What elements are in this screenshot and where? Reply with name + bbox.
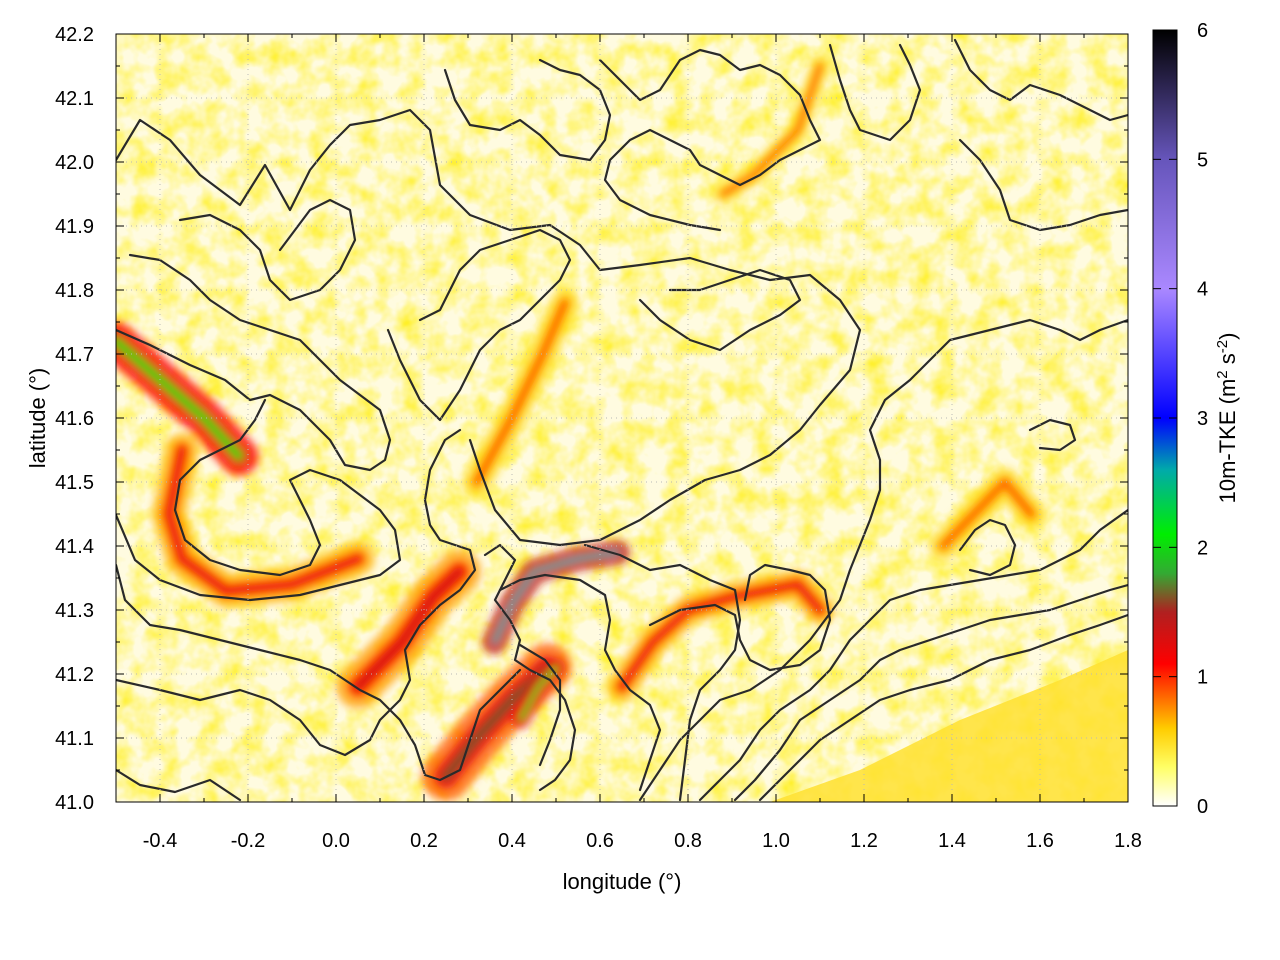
tke-feature-core	[353, 567, 464, 692]
y-axis-ticks: 41.0 41.1 41.2 41.3 41.4 41.5 41.6 41.7 41.8 41.9…	[55, 24, 1128, 814]
colorbar-label-base: 10m-TKE (m	[1215, 379, 1240, 504]
contour-line	[116, 398, 402, 602]
y-tick-label: 42.0	[55, 152, 94, 174]
x-tick-label: 1.4	[938, 830, 966, 852]
contour-line	[583, 543, 742, 802]
contour-line	[498, 573, 662, 792]
y-tick-label: 41.1	[55, 728, 94, 750]
x-tick-label: -0.2	[231, 830, 265, 852]
colorbar-tick-label: 0	[1197, 796, 1208, 818]
contour-line	[648, 563, 832, 672]
tke-feature-core	[165, 446, 362, 595]
terrain-contours	[116, 38, 1128, 802]
contour-line	[638, 268, 802, 352]
colorbar-label-end: )	[1215, 333, 1240, 340]
colorbar-tick-label: 2	[1197, 537, 1208, 559]
contour-line	[483, 543, 577, 792]
contour-line	[638, 318, 1128, 802]
contour-line	[443, 58, 612, 162]
colorbar-label-exp1: 2	[1214, 370, 1231, 378]
contour-line	[116, 768, 242, 802]
x-tick-label: 0.8	[674, 830, 702, 852]
y-tick-label: 41.0	[55, 792, 94, 814]
x-tick-label: 0.4	[498, 830, 526, 852]
x-tick-label: 0.2	[410, 830, 438, 852]
tke-feature-core	[473, 299, 568, 485]
colorbar-label-mid: s	[1215, 353, 1240, 370]
tke-feature-core	[116, 337, 244, 461]
x-tick-label: 1.6	[1026, 830, 1054, 852]
contour-line	[828, 43, 922, 142]
contour-line	[116, 563, 522, 782]
x-axis-ticks: -0.4 -0.2 0.0 0.2 0.4 0.6 0.8 1.0 1.2 1.4 1.6 1.8	[115, 34, 1142, 852]
x-tick-label: -0.4	[143, 830, 177, 852]
y-tick-label: 41.7	[55, 344, 94, 366]
contour-line	[386, 228, 572, 422]
y-axis-label: latitude (°)	[25, 368, 50, 469]
colorbar-label: 10m-TKE (m2 s-2)	[1214, 333, 1240, 504]
colorbar-tick-label: 1	[1197, 667, 1208, 689]
x-tick-label: 0.0	[322, 830, 350, 852]
tke-feature-core	[518, 665, 558, 721]
contour-line	[698, 508, 1128, 802]
x-tick-label: 1.2	[850, 830, 878, 852]
y-tick-label: 42.1	[55, 88, 94, 110]
colorbar-tick-label: 5	[1197, 149, 1208, 171]
contour-line	[116, 253, 392, 472]
contour-line	[116, 108, 862, 547]
colorbar-tick-label: 6	[1197, 20, 1208, 42]
y-tick-label: 41.3	[55, 600, 94, 622]
colorbar-tick-label: 3	[1197, 408, 1208, 430]
colorbar-label-exp2: -2	[1214, 340, 1231, 353]
colorbar-tick-label: 4	[1197, 279, 1208, 301]
y-tick-label: 41.4	[55, 536, 94, 558]
tke-feature-core	[940, 479, 1035, 549]
contour-line	[178, 198, 357, 302]
contour-line	[953, 38, 1128, 122]
contour-line	[733, 583, 1128, 802]
contour-line	[598, 48, 822, 232]
contour-line	[116, 428, 477, 757]
contour-line	[518, 643, 562, 767]
x-tick-label: 1.0	[762, 830, 790, 852]
sea-area	[770, 650, 1128, 802]
contour-line	[758, 613, 1128, 802]
tke-features	[116, 56, 1046, 801]
x-tick-label: 0.6	[586, 830, 614, 852]
colorbar-ticks: 0 1 2 3 4 5 6	[1153, 20, 1208, 818]
contour-line	[958, 518, 1017, 577]
y-tick-label: 41.8	[55, 280, 94, 302]
x-axis-label: longitude (°)	[563, 869, 682, 894]
y-tick-label: 41.2	[55, 664, 94, 686]
contour-line	[1028, 418, 1077, 452]
contour-line	[958, 138, 1128, 232]
y-tick-label: 41.6	[55, 408, 94, 430]
y-tick-label: 41.9	[55, 216, 94, 238]
tke-feature-core	[619, 581, 823, 690]
y-tick-label: 42.2	[55, 24, 94, 46]
x-tick-label: 1.8	[1114, 830, 1142, 852]
y-tick-label: 41.5	[55, 472, 94, 494]
